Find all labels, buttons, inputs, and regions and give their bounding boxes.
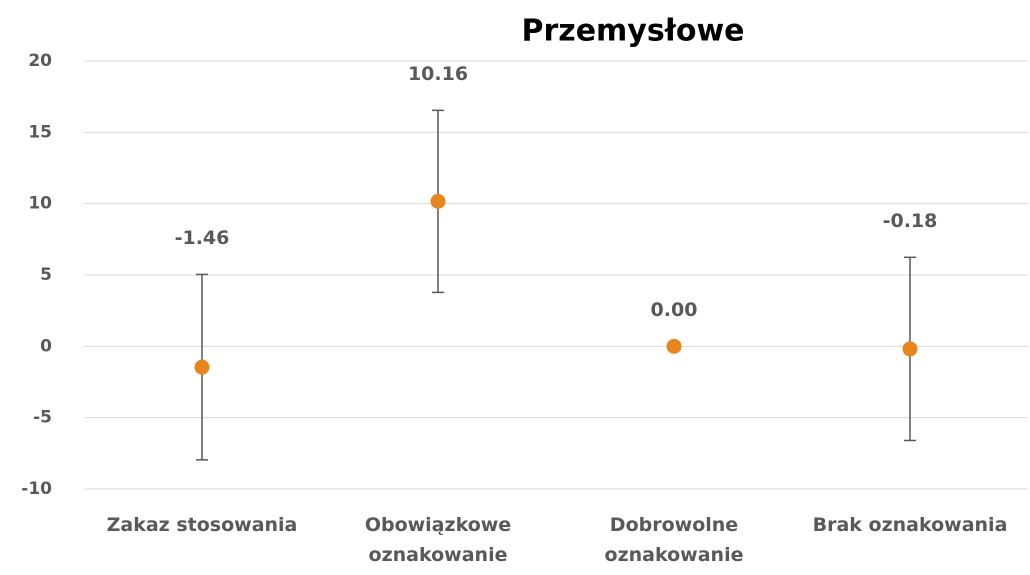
x-tick-label: Zakaz stosowania [106, 514, 298, 536]
data-label: 0.00 [651, 299, 698, 321]
y-tick-label: 10 [28, 194, 52, 214]
data-label: -1.46 [175, 227, 230, 249]
point [430, 193, 446, 209]
data-label: -0.18 [883, 210, 938, 232]
x-tick-label: Obowiązkowe oznakowanie [364, 514, 512, 566]
x-tick-label: Brak oznakowania [812, 514, 1008, 536]
y-tick-label: 15 [28, 122, 52, 142]
data-label: 10.16 [408, 63, 468, 85]
y-tick-label: -10 [21, 479, 52, 499]
y-tick-label: -5 [33, 408, 52, 428]
point [666, 338, 682, 354]
y-tick-label: 0 [40, 336, 52, 356]
x-tick-label: Dobrowolne oznakowanie [604, 514, 744, 566]
y-tick-label: 20 [28, 51, 52, 71]
y-tick-label: 5 [40, 265, 52, 285]
point [902, 341, 918, 357]
point [194, 359, 210, 375]
chart-title: Przemysłowe [521, 14, 744, 49]
